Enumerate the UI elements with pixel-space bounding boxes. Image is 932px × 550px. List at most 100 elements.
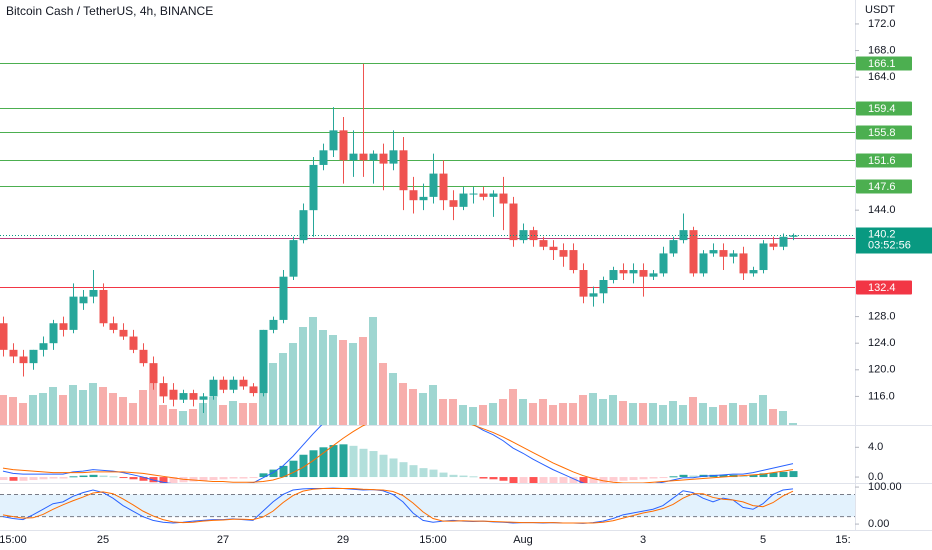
candle-body <box>0 323 8 350</box>
volume-bar <box>599 399 607 425</box>
macd-histogram-bar <box>339 444 348 478</box>
candle-body <box>649 273 658 277</box>
candle-body <box>279 276 288 320</box>
level-tag <box>856 280 912 295</box>
macd-histogram-bar <box>229 477 238 479</box>
volume-bar <box>69 385 77 425</box>
level-tag-label: 147.6 <box>868 181 896 193</box>
candle-body <box>429 173 438 197</box>
volume-bar <box>19 403 27 425</box>
macd-y-tick-label: 0.0 <box>868 471 883 483</box>
macd-histogram-bar <box>129 477 138 480</box>
macd-histogram-bar <box>99 475 108 478</box>
volume-bar <box>459 405 467 425</box>
volume-bar <box>659 405 667 425</box>
candle-body <box>409 190 418 201</box>
macd-histogram-bar <box>739 475 748 478</box>
volume-bar <box>259 393 267 425</box>
macd-histogram-bar <box>579 477 588 483</box>
macd-histogram-bar <box>489 477 498 480</box>
candle-body <box>109 323 118 330</box>
macd-histogram-bar <box>189 477 198 482</box>
currency-label: USDT <box>865 4 895 16</box>
volume-bar <box>589 393 597 425</box>
macd-histogram-bar <box>289 460 298 478</box>
macd-histogram-bar <box>399 462 408 478</box>
candle-body <box>549 246 558 251</box>
volume-bar <box>649 403 657 425</box>
macd-histogram-bar <box>299 454 308 478</box>
macd-histogram-bar <box>349 445 358 478</box>
level-tag-label: 166.1 <box>868 58 896 70</box>
macd-histogram-bar <box>769 472 778 478</box>
candle-body <box>679 230 688 241</box>
macd-histogram-bar <box>639 477 648 480</box>
candle-body <box>509 203 518 241</box>
stoch-layer <box>0 487 855 524</box>
macd-histogram-bar <box>19 477 28 481</box>
macd-histogram-bar <box>669 476 678 478</box>
volume-bar <box>59 395 67 425</box>
candle-body <box>309 164 318 211</box>
macd-histogram-bar <box>719 474 728 478</box>
volume-bar <box>109 393 117 425</box>
candle-body <box>609 270 618 281</box>
y-tick-label: 116.0 <box>868 390 895 402</box>
macd-histogram-bar <box>559 477 568 483</box>
candle-body <box>339 130 348 161</box>
candle-body <box>619 270 628 274</box>
candle-body <box>9 349 18 357</box>
volume-bar <box>339 340 347 425</box>
candle-body <box>59 323 68 330</box>
volume-bar <box>0 395 7 425</box>
x-tick-label: 15:00 <box>0 534 27 546</box>
macd-histogram-bar <box>59 477 68 479</box>
volume-bar <box>309 317 317 425</box>
candle-body <box>659 253 668 274</box>
volume-bar <box>329 335 337 425</box>
volume-layer <box>0 317 797 425</box>
x-tick-label: 3 <box>640 534 646 546</box>
volume-bar <box>419 393 427 425</box>
candle-body <box>709 250 718 254</box>
x-tick-label: 15: <box>835 534 850 546</box>
volume-bar <box>629 403 637 425</box>
candle-body <box>729 253 738 257</box>
macd-histogram-bar <box>439 472 448 478</box>
volume-bar <box>509 389 517 425</box>
last-price-label: 140.2 <box>868 228 896 240</box>
macd-histogram-bar <box>619 477 628 481</box>
volume-bar <box>759 395 767 425</box>
volume-bar <box>239 403 247 425</box>
volume-bar <box>39 393 47 425</box>
x-tick-label: 29 <box>337 534 349 546</box>
level-tag-label: 159.4 <box>868 103 896 115</box>
candle-body <box>269 319 278 330</box>
volume-bar <box>379 363 387 425</box>
volume-bar <box>159 405 167 425</box>
candle-body <box>299 210 308 241</box>
candle-body <box>789 235 798 237</box>
macd-histogram-bar <box>779 471 788 478</box>
volume-bar <box>369 317 377 425</box>
y-tick-label: 120.0 <box>868 364 896 376</box>
candle-body <box>229 379 238 390</box>
macd-histogram-bar <box>609 477 618 482</box>
macd-histogram-bar <box>329 445 338 478</box>
level-tag <box>856 153 912 168</box>
macd-histogram-bar <box>89 474 98 478</box>
macd-line <box>2 425 794 483</box>
candle-body <box>499 193 508 204</box>
level-tag-label: 132.4 <box>868 282 896 294</box>
y-tick-label: 172.0 <box>868 18 896 30</box>
stoch-y-tick-label: 100.00 <box>868 481 902 493</box>
volume-bar <box>289 343 297 425</box>
macd-histogram-bar <box>409 465 418 478</box>
candle-body <box>249 386 258 394</box>
macd-histogram-bar <box>169 477 178 483</box>
volume-bar <box>489 403 497 425</box>
stoch-k-line <box>2 487 794 524</box>
macd-histogram-bar <box>69 476 78 478</box>
volume-bar <box>359 337 367 425</box>
candle-body <box>89 289 98 297</box>
